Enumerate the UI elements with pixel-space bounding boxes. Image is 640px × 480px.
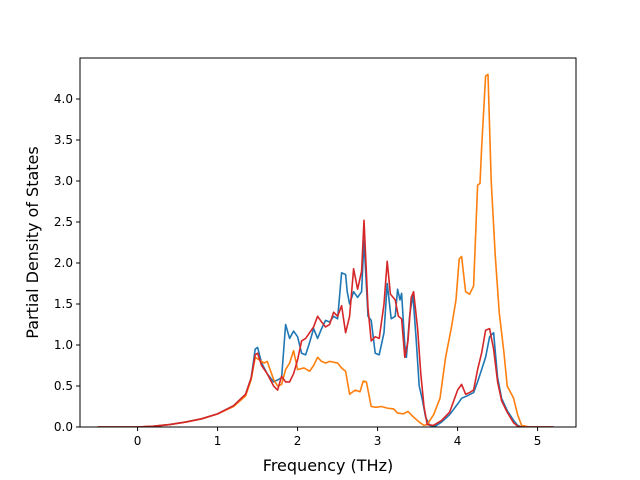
y-tick-label: 0.5 bbox=[54, 379, 73, 393]
x-tick-label: 1 bbox=[214, 434, 222, 448]
x-tick-label: 5 bbox=[534, 434, 542, 448]
x-tick-label: 3 bbox=[374, 434, 382, 448]
plot-frame bbox=[79, 57, 577, 428]
y-tick-label: 4.0 bbox=[54, 92, 73, 106]
x-tick-label: 4 bbox=[454, 434, 462, 448]
y-tick-label: 0.0 bbox=[54, 420, 73, 434]
series-lines bbox=[97, 73, 554, 427]
x-tick-label: 2 bbox=[294, 434, 302, 448]
y-tick-label: 2.0 bbox=[54, 256, 73, 270]
x-axis-ticks: 0 1 2 3 4 5 bbox=[134, 427, 542, 448]
y-axis-label: Partial Density of States bbox=[23, 146, 42, 338]
x-tick-label: 0 bbox=[134, 434, 142, 448]
y-tick-label: 2.5 bbox=[54, 215, 73, 229]
y-tick-label: 1.0 bbox=[54, 338, 73, 352]
y-tick-label: 1.5 bbox=[54, 297, 73, 311]
series-line-2 bbox=[97, 73, 554, 427]
y-tick-label: 3.0 bbox=[54, 174, 73, 188]
x-axis-label: Frequency (THz) bbox=[263, 456, 393, 475]
y-axis-ticks: 0.0 0.5 1.0 1.5 2.0 2.5 3.0 3.5 4.0 bbox=[54, 92, 80, 434]
y-tick-label: 3.5 bbox=[54, 133, 73, 147]
series-line-3 bbox=[97, 219, 554, 427]
